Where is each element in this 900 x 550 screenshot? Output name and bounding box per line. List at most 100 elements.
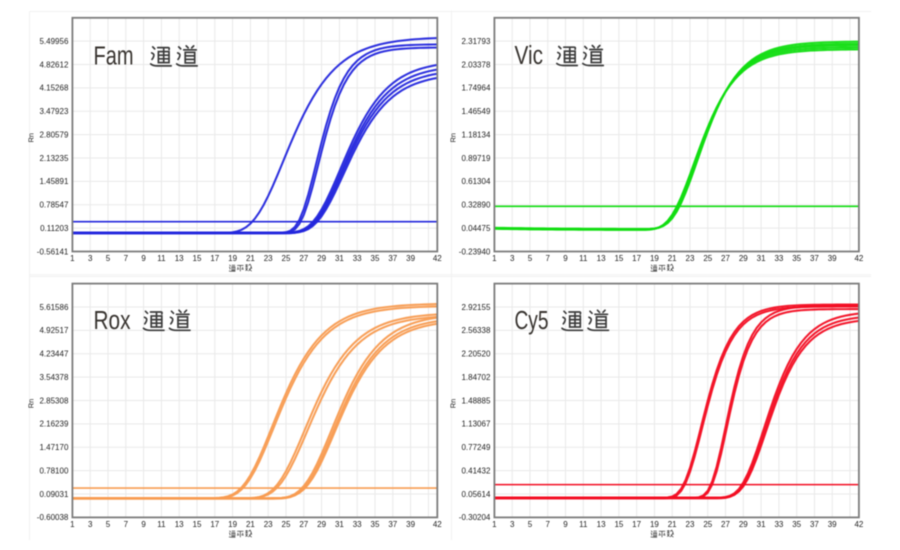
svg-text:1.47170: 1.47170	[39, 443, 68, 452]
svg-text:35: 35	[371, 254, 380, 263]
svg-text:2.92155: 2.92155	[461, 303, 490, 312]
svg-text:33: 33	[774, 520, 783, 529]
svg-text:35: 35	[371, 520, 380, 529]
svg-text:39: 39	[406, 520, 415, 529]
svg-text:5: 5	[528, 254, 533, 263]
svg-text:17: 17	[632, 254, 641, 263]
svg-text:19: 19	[650, 254, 659, 263]
svg-text:17: 17	[210, 254, 219, 263]
svg-text:17: 17	[632, 520, 641, 529]
svg-text:35: 35	[792, 254, 801, 263]
svg-text:2.16239: 2.16239	[39, 420, 68, 429]
svg-text:11: 11	[579, 520, 588, 529]
svg-text:31: 31	[757, 254, 766, 263]
svg-text:0.32890: 0.32890	[461, 201, 490, 210]
svg-text:29: 29	[317, 520, 326, 529]
svg-text:1: 1	[492, 520, 497, 529]
svg-text:35: 35	[792, 520, 801, 529]
svg-text:1.18134: 1.18134	[461, 131, 490, 140]
svg-text:39: 39	[828, 254, 837, 263]
svg-text:2.31793: 2.31793	[461, 37, 490, 46]
svg-text:3.47923: 3.47923	[39, 107, 68, 116]
svg-text:23: 23	[686, 520, 695, 529]
svg-text:3: 3	[510, 520, 515, 529]
svg-text:1.46549: 1.46549	[461, 107, 490, 116]
svg-text:11: 11	[579, 254, 588, 263]
svg-text:23: 23	[264, 254, 273, 263]
svg-text:0.78100: 0.78100	[39, 466, 68, 475]
svg-text:42: 42	[854, 254, 863, 263]
svg-text:1.74964: 1.74964	[461, 84, 490, 93]
svg-text:11: 11	[157, 520, 166, 529]
svg-text:11: 11	[157, 254, 166, 263]
svg-text:3.54378: 3.54378	[39, 373, 68, 382]
svg-text:4.23447: 4.23447	[39, 350, 68, 359]
svg-text:25: 25	[703, 254, 712, 263]
svg-text:2.80579: 2.80579	[39, 131, 68, 140]
svg-text:7: 7	[124, 254, 129, 263]
svg-text:13: 13	[175, 520, 184, 529]
svg-text:0.09031: 0.09031	[39, 490, 68, 499]
svg-text:37: 37	[810, 520, 819, 529]
svg-text:39: 39	[406, 254, 415, 263]
svg-text:1: 1	[70, 254, 75, 263]
svg-text:-0.30204: -0.30204	[459, 513, 491, 522]
svg-text:0.78547: 0.78547	[39, 201, 68, 210]
svg-text:3: 3	[510, 254, 515, 263]
svg-text:Vic: Vic	[515, 42, 544, 70]
svg-text:9: 9	[141, 520, 146, 529]
svg-text:Rn: Rn	[448, 133, 457, 143]
svg-text:19: 19	[650, 520, 659, 529]
svg-text:2.20520: 2.20520	[461, 350, 490, 359]
svg-text:27: 27	[299, 520, 308, 529]
svg-text:2.03378: 2.03378	[461, 60, 490, 69]
svg-text:31: 31	[335, 254, 344, 263]
svg-text:1: 1	[492, 254, 497, 263]
svg-text:25: 25	[282, 520, 291, 529]
svg-text:15: 15	[614, 254, 623, 263]
svg-text:21: 21	[668, 520, 677, 529]
svg-text:25: 25	[703, 520, 712, 529]
svg-text:9: 9	[141, 254, 146, 263]
svg-text:23: 23	[686, 254, 695, 263]
svg-text:42: 42	[433, 520, 442, 529]
svg-text:0.89719: 0.89719	[461, 154, 490, 163]
svg-text:3: 3	[88, 254, 93, 263]
svg-text:13: 13	[175, 254, 184, 263]
svg-text:13: 13	[597, 254, 606, 263]
svg-text:33: 33	[353, 520, 362, 529]
svg-text:5: 5	[106, 520, 111, 529]
svg-text:Fam: Fam	[94, 43, 134, 71]
svg-text:4.82612: 4.82612	[39, 60, 68, 69]
svg-text:37: 37	[810, 254, 819, 263]
svg-text:7: 7	[124, 520, 129, 529]
svg-text:Rn: Rn	[448, 399, 457, 409]
svg-text:5: 5	[106, 254, 111, 263]
svg-text:23: 23	[264, 520, 273, 529]
svg-text:0.77249: 0.77249	[461, 443, 490, 452]
svg-text:5.49956: 5.49956	[39, 37, 68, 46]
svg-text:37: 37	[388, 520, 397, 529]
svg-text:0.04475: 0.04475	[461, 224, 490, 233]
svg-text:29: 29	[739, 520, 748, 529]
svg-text:31: 31	[335, 520, 344, 529]
svg-text:37: 37	[388, 254, 397, 263]
svg-text:Cy5: Cy5	[515, 307, 549, 335]
svg-text:4.15268: 4.15268	[39, 84, 68, 93]
svg-text:29: 29	[739, 254, 748, 263]
svg-text:31: 31	[757, 520, 766, 529]
svg-text:19: 19	[228, 520, 237, 529]
svg-text:42: 42	[854, 520, 863, 529]
svg-text:19: 19	[228, 254, 237, 263]
svg-text:1.84702: 1.84702	[461, 373, 490, 382]
svg-text:25: 25	[282, 254, 291, 263]
svg-text:27: 27	[721, 254, 730, 263]
svg-text:Rn: Rn	[26, 399, 35, 409]
svg-text:5.61586: 5.61586	[39, 303, 68, 312]
svg-text:15: 15	[614, 520, 623, 529]
svg-text:15: 15	[193, 520, 202, 529]
svg-text:-0.23940: -0.23940	[459, 247, 491, 256]
svg-text:5: 5	[528, 520, 533, 529]
svg-text:27: 27	[299, 254, 308, 263]
svg-text:21: 21	[668, 254, 677, 263]
